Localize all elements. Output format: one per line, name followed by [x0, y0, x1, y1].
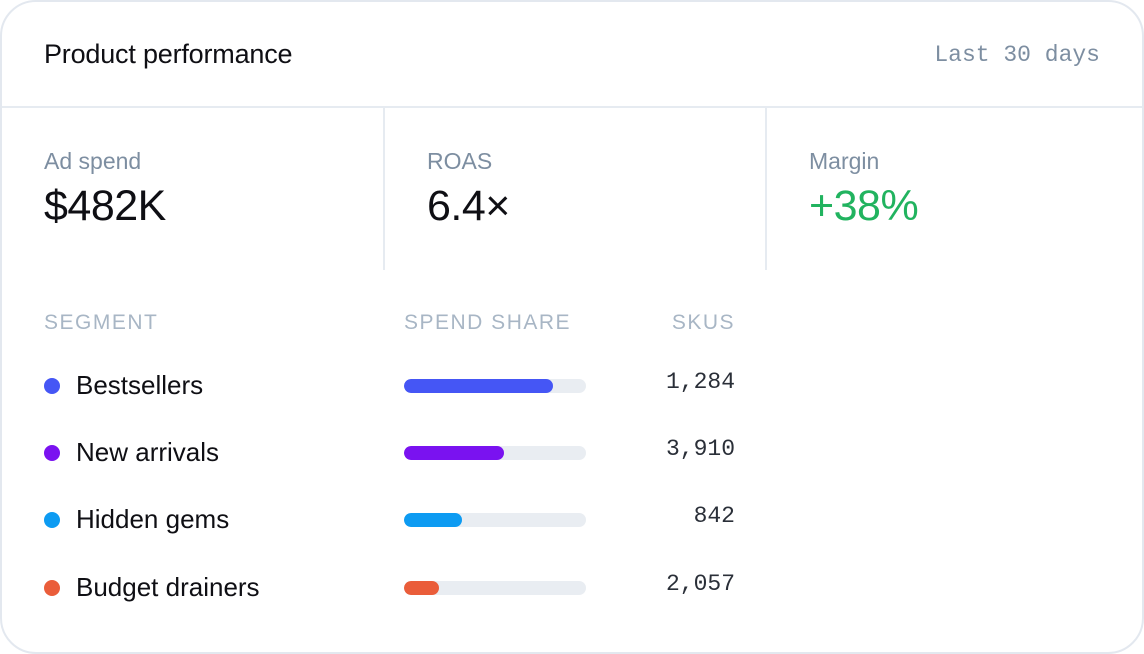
column-header-skus: SKUS	[671, 311, 735, 334]
spend-share-fill	[404, 379, 554, 393]
sku-count: 3,910	[665, 436, 735, 462]
table-row[interactable]: New arrivals 3,910	[2, 433, 1142, 473]
sku-count: 1,284	[665, 369, 735, 395]
table-row[interactable]: Bestsellers 1,284	[2, 366, 1142, 406]
stat-label: ROAS	[427, 148, 493, 174]
card-header: Product performance Last 30 days	[2, 2, 1142, 108]
stat-value: +38%	[809, 182, 919, 230]
segment-dot-icon	[44, 378, 60, 394]
segment-label: Budget drainers	[76, 572, 260, 602]
sku-count: 842	[693, 503, 735, 529]
spend-share-bar	[404, 446, 586, 460]
spend-share-fill	[404, 581, 439, 595]
stat-roas: ROAS 6.4×	[383, 108, 765, 270]
spend-share-bar	[404, 581, 586, 595]
stat-ad-spend: Ad spend $482K	[2, 108, 383, 270]
stat-label: Ad spend	[44, 148, 142, 174]
spend-share-bar	[404, 513, 586, 527]
segment-label: New arrivals	[76, 437, 220, 467]
spend-share-fill	[404, 446, 505, 460]
card-title: Product performance	[44, 39, 293, 69]
stat-label: Margin	[809, 148, 880, 174]
stat-value: $482K	[44, 182, 166, 230]
date-range-label[interactable]: Last 30 days	[934, 42, 1100, 68]
stats-row: Ad spend $482K ROAS 6.4× Margin +38%	[2, 108, 1142, 270]
table-row[interactable]: Budget drainers 2,057	[2, 568, 1142, 608]
segment-dot-icon	[44, 512, 60, 528]
segment-dot-icon	[44, 445, 60, 461]
spend-share-bar	[404, 379, 586, 393]
column-header-spend-share: SPEND SHARE	[404, 311, 572, 334]
column-header-segment: SEGMENT	[44, 311, 159, 334]
stat-margin: Margin +38%	[765, 108, 1142, 270]
table-row[interactable]: Hidden gems 842	[2, 500, 1142, 540]
segment-label: Hidden gems	[76, 504, 230, 534]
segment-dot-icon	[44, 580, 60, 596]
sku-count: 2,057	[665, 571, 735, 597]
spend-share-fill	[404, 513, 463, 527]
stat-value: 6.4×	[427, 182, 510, 230]
segment-label: Bestsellers	[76, 370, 204, 400]
